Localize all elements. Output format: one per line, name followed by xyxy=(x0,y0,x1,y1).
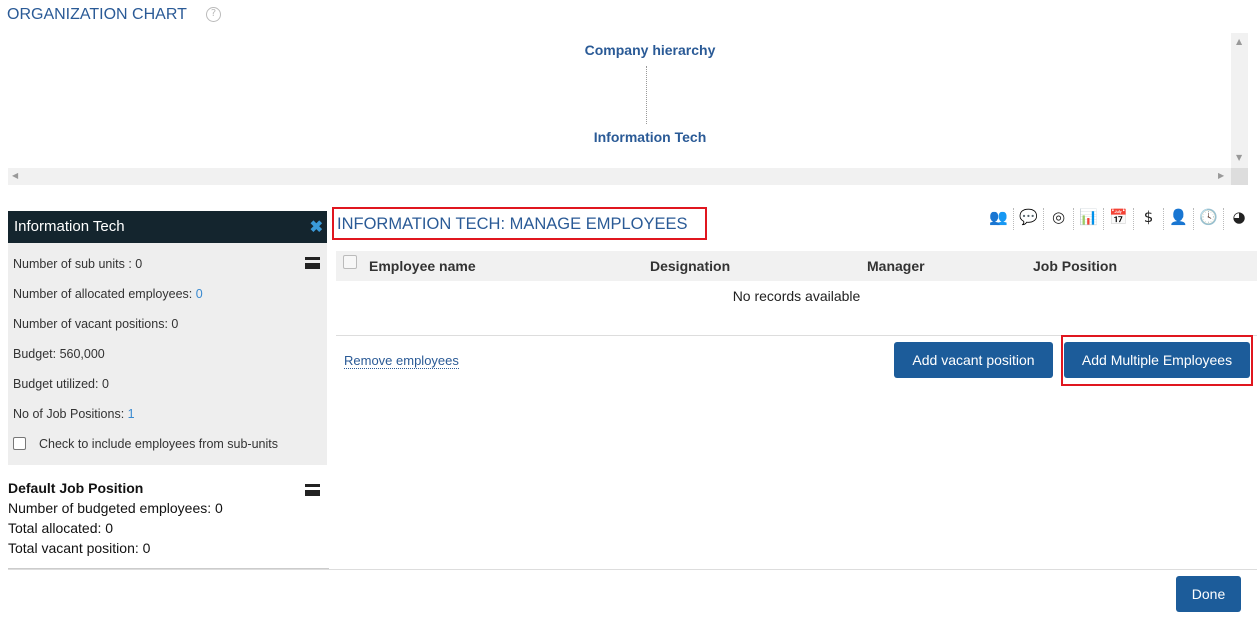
total-vacant: Total vacant position: 0 xyxy=(8,540,151,556)
close-icon[interactable]: ✖ xyxy=(309,219,323,236)
table-header: Employee name Designation Manager Job Po… xyxy=(336,251,1257,281)
menu-icon[interactable] xyxy=(305,484,320,496)
clock-icon[interactable]: 🕓 xyxy=(1194,208,1224,230)
empty-message: No records available xyxy=(732,288,861,304)
include-sub-units-checkbox[interactable] xyxy=(13,437,26,450)
org-node-child[interactable]: Information Tech xyxy=(593,129,707,145)
job-positions-link[interactable]: 1 xyxy=(127,407,135,421)
include-sub-units-label: Check to include employees from sub-unit… xyxy=(39,437,279,451)
target-icon[interactable]: ◎ xyxy=(1044,208,1074,230)
divider xyxy=(336,335,1257,336)
total-allocated: Total allocated: 0 xyxy=(8,520,114,536)
add-multiple-employees-button[interactable]: Add Multiple Employees xyxy=(1064,342,1250,378)
budget-utilized: Budget utilized: 0 xyxy=(13,377,109,391)
manage-employees-title: INFORMATION TECH: MANAGE EMPLOYEES xyxy=(332,207,707,240)
allocated-label: Number of allocated employees: xyxy=(13,287,196,301)
panel-title: Information Tech xyxy=(14,218,125,235)
menu-icon[interactable] xyxy=(305,257,320,269)
users-icon[interactable]: 👥 xyxy=(984,208,1014,230)
remove-employees-link[interactable]: Remove employees xyxy=(344,353,459,369)
column-designation[interactable]: Designation xyxy=(650,258,731,274)
comment-icon[interactable]: 💬 xyxy=(1014,208,1044,230)
user-clock-icon[interactable]: 👤 xyxy=(1164,208,1194,230)
job-positions-label: No of Job Positions: xyxy=(13,407,128,421)
org-connector xyxy=(646,66,647,124)
question-circle-icon[interactable]: ? xyxy=(206,7,221,22)
add-vacant-position-button[interactable]: Add vacant position xyxy=(894,342,1053,378)
done-button[interactable]: Done xyxy=(1176,576,1241,612)
panel-header: Information Tech ✖ xyxy=(8,211,327,243)
highlight-box xyxy=(1061,335,1253,386)
scroll-corner xyxy=(1231,168,1248,185)
budget: Budget: 560,000 xyxy=(13,347,105,361)
column-job-position[interactable]: Job Position xyxy=(1033,258,1117,274)
column-manager[interactable]: Manager xyxy=(867,258,925,274)
org-node-root[interactable]: Company hierarchy xyxy=(584,42,716,58)
sub-units: Number of sub units : 0 xyxy=(13,257,143,271)
vacant-positions: Number of vacant positions: 0 xyxy=(13,317,179,331)
calendar-icon[interactable]: 📅 xyxy=(1104,208,1134,230)
budgeted-employees: Number of budgeted employees: 0 xyxy=(8,500,223,516)
org-chart xyxy=(8,33,1248,185)
bar-chart-icon[interactable]: 📊 xyxy=(1074,208,1104,230)
unit-details-panel: Information Tech ✖ Number of sub units : … xyxy=(8,211,327,465)
horizontal-scrollbar[interactable]: ◀ ▶ xyxy=(8,168,1231,185)
toolbar: 👥 💬 ◎ 📊 📅 $ 👤 🕓 ◕ xyxy=(984,208,1254,230)
pie-chart-icon[interactable]: ◕ xyxy=(1232,208,1246,226)
column-employee-name[interactable]: Employee name xyxy=(369,258,476,274)
divider xyxy=(8,569,1257,570)
select-all-checkbox[interactable] xyxy=(343,255,357,269)
hand-dollar-icon[interactable]: $ xyxy=(1134,208,1164,230)
page-title: ORGANIZATION CHART xyxy=(7,6,187,23)
vertical-scrollbar[interactable]: ▲ ▼ xyxy=(1231,33,1248,168)
allocated-link[interactable]: 0 xyxy=(195,287,203,301)
default-job-title: Default Job Position xyxy=(8,480,144,496)
